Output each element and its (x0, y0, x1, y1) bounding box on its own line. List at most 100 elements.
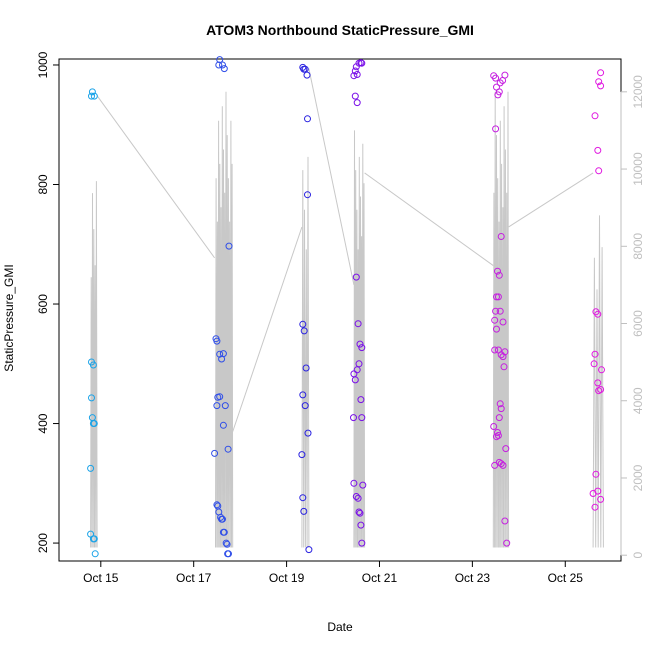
data-point (494, 293, 502, 301)
data-point (300, 327, 308, 335)
data-point (359, 481, 367, 489)
data-point (88, 88, 96, 96)
data-point (494, 267, 501, 275)
plot-frame (58, 58, 622, 562)
data-point (90, 535, 98, 543)
data-point (219, 515, 226, 523)
data-point (213, 337, 221, 345)
data-point (494, 432, 502, 439)
data-point (219, 61, 226, 69)
data-point (591, 503, 599, 511)
data-point (594, 379, 602, 387)
data-point (358, 59, 366, 67)
data-point (356, 509, 364, 517)
altitude-segment-1 (215, 91, 234, 548)
altitude-transit-2 (308, 68, 355, 286)
data-point (495, 414, 503, 422)
data-point (350, 72, 358, 80)
data-point (499, 353, 507, 361)
data-point (594, 310, 602, 318)
data-point (592, 470, 600, 478)
data-point (492, 74, 500, 82)
y-tick-label: 800 (36, 174, 50, 194)
altitude-transit-4 (508, 172, 594, 228)
data-point (225, 242, 233, 250)
data-point (225, 550, 232, 558)
data-point (216, 56, 224, 64)
data-point (223, 540, 231, 548)
data-point (300, 507, 308, 515)
altitude-transit-1 (232, 226, 303, 432)
data-point (219, 421, 227, 429)
data-point (358, 539, 366, 547)
data-point (494, 429, 501, 436)
data-point (591, 350, 599, 358)
data-point (302, 364, 310, 372)
data-point (216, 350, 224, 358)
data-point (597, 386, 605, 393)
data-point (497, 405, 505, 413)
data-point (492, 307, 500, 315)
data-point (496, 79, 504, 87)
data-point (497, 233, 505, 240)
data-point (219, 350, 227, 358)
data-point (493, 293, 500, 301)
data-point (351, 376, 359, 384)
x-tick-label: Oct 25 (548, 571, 584, 585)
y2-tick-label: 4000 (631, 387, 645, 414)
data-point (350, 414, 357, 422)
data-point (299, 494, 307, 502)
x-tick-label: Oct 17 (176, 571, 212, 585)
data-point (598, 366, 605, 374)
altitude-transit-0 (96, 95, 215, 259)
altitude-segment-5 (592, 215, 604, 548)
data-point (595, 167, 603, 175)
x-tick-label: Oct 23 (455, 571, 491, 585)
data-point (495, 88, 503, 96)
data-point (213, 501, 221, 509)
y-tick-label: 600 (36, 294, 50, 314)
data-point (87, 464, 95, 472)
data-point (492, 125, 500, 133)
data-point (590, 360, 598, 368)
data-point (91, 550, 99, 558)
data-point (497, 460, 505, 468)
altitude-transit-3 (364, 172, 494, 266)
data-point (211, 449, 219, 457)
data-point (88, 92, 95, 100)
data-point (351, 67, 359, 75)
data-point (298, 451, 306, 459)
data-point (502, 445, 510, 453)
y-tick-label: 1000 (36, 51, 50, 78)
x-axis: Oct 15 Oct 17 Oct 19 Oct 21 Oct 23 Oct 25 (83, 560, 584, 585)
altitude-segment-4 (492, 91, 510, 548)
data-point (490, 423, 498, 430)
data-point (351, 92, 359, 100)
data-point (221, 402, 229, 410)
data-point (501, 517, 509, 525)
data-point (216, 393, 224, 401)
data-point (353, 71, 361, 78)
data-point (353, 99, 361, 107)
data-point (305, 546, 313, 554)
y2-tick-label: 0 (631, 552, 645, 559)
data-point (353, 366, 361, 374)
data-point (356, 340, 364, 348)
data-point (89, 361, 97, 369)
chart-title: ATOM3 Northbound StaticPressure_GMI (206, 22, 474, 38)
data-point (595, 78, 603, 86)
data-point (220, 528, 228, 536)
data-point (503, 539, 511, 547)
y-tick-label: 200 (36, 533, 50, 553)
y2-tick-label: 6000 (631, 310, 645, 337)
x-tick-label: Oct 15 (83, 571, 119, 585)
data-point (491, 346, 499, 354)
data-point (303, 71, 311, 79)
data-point (499, 461, 507, 469)
data-point (491, 316, 499, 324)
data-point (304, 115, 311, 123)
y2-tick-label: 12000 (631, 75, 645, 109)
y2-tick-label: 10000 (631, 152, 645, 186)
